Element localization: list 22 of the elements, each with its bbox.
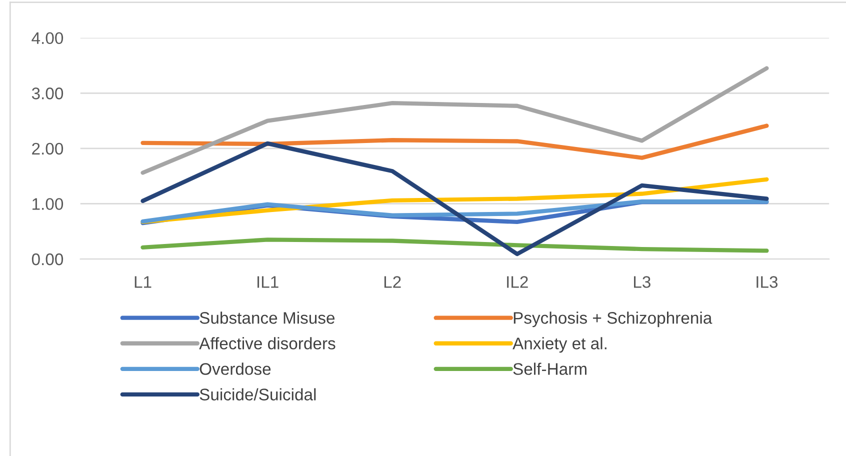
x-tick-label: IL3 bbox=[756, 276, 778, 288]
x-tick-label: L2 bbox=[384, 276, 401, 288]
x-tick-label: L1 bbox=[134, 276, 152, 288]
legend-label: Self-Harm bbox=[513, 362, 586, 375]
y-tick-label: 0.00 bbox=[32, 253, 64, 266]
y-tick-label: 1.00 bbox=[32, 198, 64, 210]
legend-label: Affective disorders bbox=[199, 337, 336, 350]
y-tick-label: 3.00 bbox=[32, 88, 64, 100]
legend-label: Substance Misuse bbox=[200, 312, 335, 324]
x-tick-label: IL2 bbox=[507, 276, 528, 288]
legend-label: Psychosis + Schizophrenia bbox=[514, 312, 712, 328]
line-series bbox=[140, 66, 769, 175]
line-series bbox=[140, 141, 769, 256]
line-series bbox=[140, 124, 769, 160]
legend-label: Anxiety et al. bbox=[512, 337, 606, 353]
y-tick-label: 4.00 bbox=[32, 32, 64, 44]
legend-label: Overdose bbox=[200, 362, 271, 375]
line-series bbox=[140, 238, 769, 253]
x-tick-label: IL1 bbox=[258, 276, 278, 288]
x-tick-label: L3 bbox=[634, 276, 650, 288]
y-tick-label: 2.00 bbox=[32, 142, 64, 155]
legend-label: Suicide/Suicidal bbox=[200, 388, 316, 400]
